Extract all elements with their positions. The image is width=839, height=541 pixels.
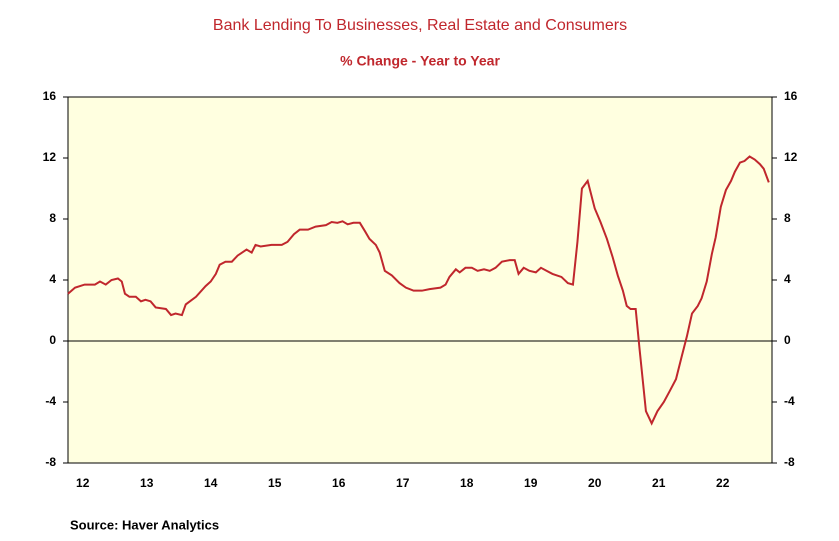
x-tick-label: 21 (652, 476, 666, 490)
y-tick-label: -4 (45, 394, 56, 408)
y-tick-label: 4 (49, 272, 56, 286)
y-tick-label: 16 (43, 89, 57, 103)
x-tick-label: 19 (524, 476, 538, 490)
y2-tick-label: 8 (784, 211, 791, 225)
y-tick-label: 12 (43, 150, 57, 164)
plot-area (67, 96, 773, 464)
chart-title: Bank Lending To Businesses, Real Estate … (213, 17, 627, 34)
y2-tick-label: 12 (784, 150, 798, 164)
y2-tick-label: -4 (784, 394, 795, 408)
y2-tick-label: 4 (784, 272, 791, 286)
data-line (67, 155, 770, 426)
x-tick-label: 17 (396, 476, 410, 490)
y2-tick-label: 16 (784, 89, 798, 103)
y2-tick-label: 0 (784, 333, 791, 347)
source-note: Source: Haver Analytics (70, 517, 219, 532)
x-tick-label: 12 (76, 476, 90, 490)
x-tick-label: 20 (588, 476, 602, 490)
x-tick-label: 18 (460, 476, 474, 490)
y-tick-label: 8 (49, 211, 56, 225)
x-tick-label: 15 (268, 476, 282, 490)
x-tick-label: 13 (140, 476, 154, 490)
chart-subtitle: % Change - Year to Year (340, 53, 500, 69)
y2-tick-label: -8 (784, 455, 795, 469)
x-tick-label: 14 (204, 476, 218, 490)
x-tick-label: 22 (716, 476, 730, 490)
x-tick-label: 16 (332, 476, 346, 490)
y-tick-label: 0 (49, 333, 56, 347)
y-tick-label: -8 (45, 455, 56, 469)
